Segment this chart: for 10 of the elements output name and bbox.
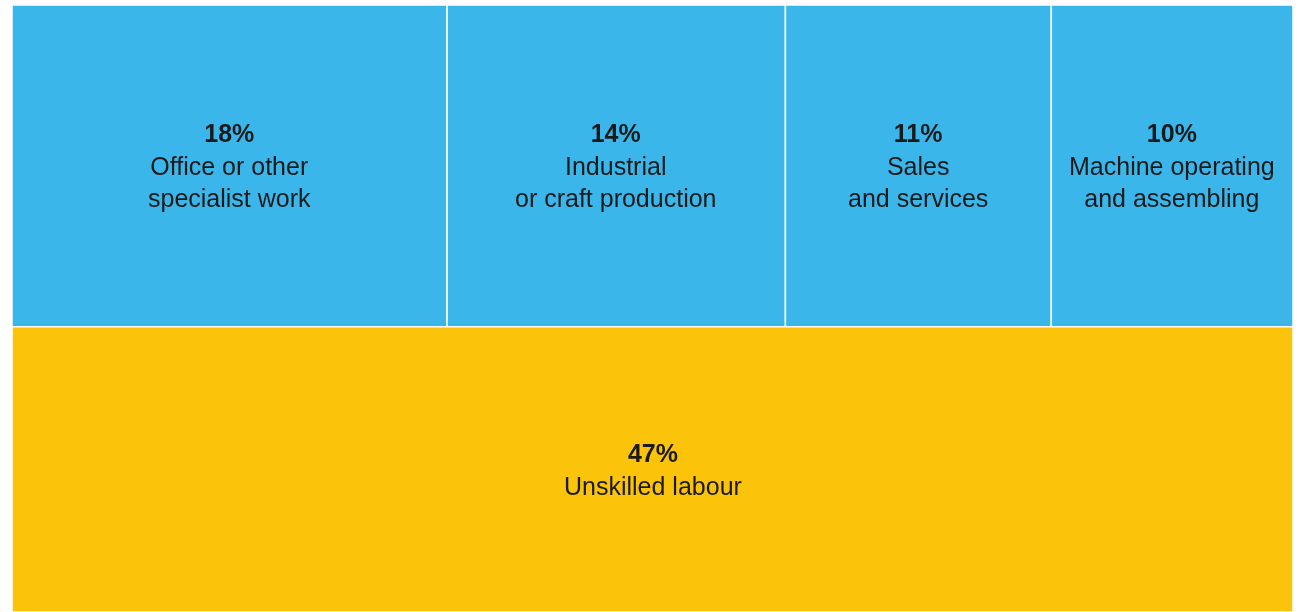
data-label: 47% [627, 439, 678, 467]
category-label: Industrial or craft production [515, 151, 717, 212]
category-label: Unskilled labour [564, 471, 742, 500]
data-label: 18% [204, 119, 255, 147]
data-label: 10% [1146, 119, 1197, 147]
category-label: Office or other specialist work [148, 151, 312, 212]
data-label: 14% [590, 119, 641, 147]
category-label: Machine operating and assembling [1069, 151, 1275, 212]
data-label: 11% [893, 119, 943, 147]
category-label: Sales and services [848, 151, 989, 212]
